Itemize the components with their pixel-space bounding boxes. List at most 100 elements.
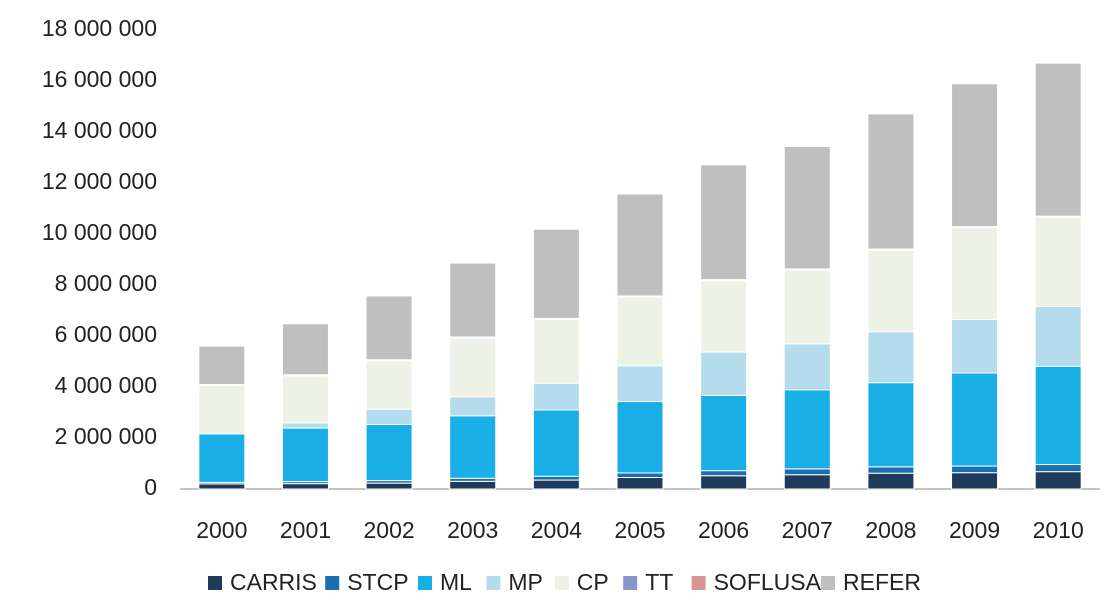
x-tick-label: 2002 — [364, 517, 415, 543]
bar-segment-stcp-2010 — [1034, 464, 1082, 473]
bar-segment-refer-2010 — [1034, 62, 1082, 217]
bar-segment-ml-2008 — [867, 382, 915, 468]
bar-segment-stcp-2005 — [616, 472, 664, 479]
legend-swatch-refer — [821, 576, 835, 590]
y-tick-label: 18 000 000 — [42, 15, 157, 41]
bar-segment-carris-2008 — [867, 472, 915, 490]
bar-segment-refer-2004 — [532, 228, 580, 319]
bar-segment-ml-2010 — [1034, 365, 1082, 466]
bar-segment-stcp-2006 — [700, 470, 748, 477]
bar-segment-cp-2003 — [449, 337, 497, 398]
y-tick-label: 4 000 000 — [55, 372, 157, 398]
bar-segment-ml-2007 — [783, 389, 831, 470]
bar-segment-cp-2009 — [951, 227, 999, 320]
bar-segment-carris-2005 — [616, 477, 664, 490]
legend-label-mp: MP — [508, 569, 543, 595]
bar-segment-refer-2000 — [198, 345, 246, 385]
bar-segment-mp-2008 — [867, 331, 915, 384]
bar-segment-cp-2008 — [867, 249, 915, 333]
bar-segment-refer-2007 — [783, 146, 831, 270]
bar-segment-mp-2005 — [616, 365, 664, 403]
legend-swatch-ml — [418, 576, 432, 590]
bar-segment-stcp-2008 — [867, 466, 915, 474]
bar-segment-cp-2010 — [1034, 216, 1082, 307]
bar-segment-carris-2002 — [365, 482, 413, 490]
x-tick-label: 2006 — [698, 517, 749, 543]
bar-segment-carris-2010 — [1034, 471, 1082, 490]
bar-segment-refer-2008 — [867, 113, 915, 250]
bar-segment-cp-2002 — [365, 360, 413, 410]
bar-segment-carris-2006 — [700, 475, 748, 490]
bar-segment-refer-2006 — [700, 164, 748, 281]
legend-label-stcp: STCP — [347, 569, 408, 595]
x-tick-label: 2009 — [949, 517, 1000, 543]
bar-segment-refer-2005 — [616, 193, 664, 297]
x-tick-label: 2007 — [782, 517, 833, 543]
bar-segment-cp-2000 — [198, 384, 246, 435]
bar-segment-mp-2004 — [532, 382, 580, 411]
legend-label-tt: TT — [645, 569, 673, 595]
bar-segment-carris-2003 — [449, 480, 497, 490]
bar-segment-carris-2001 — [281, 483, 329, 490]
x-tick-label: 2005 — [614, 517, 665, 543]
legend-swatch-mp — [486, 576, 501, 590]
legend-label-soflusa: SOFLUSA — [714, 569, 822, 595]
x-tick-label: 2004 — [531, 517, 582, 543]
legend-swatch-stcp — [325, 576, 340, 590]
bar-segment-mp-2002 — [365, 408, 413, 425]
legend-swatch-soflusa — [691, 576, 706, 590]
y-tick-label: 12 000 000 — [42, 168, 157, 194]
x-tick-label: 2003 — [447, 517, 498, 543]
legend-swatch-cp — [554, 576, 569, 590]
legend-label-cp: CP — [577, 569, 609, 595]
bar-segment-ml-2006 — [700, 394, 748, 472]
y-tick-label: 10 000 000 — [42, 219, 157, 245]
y-tick-label: 8 000 000 — [55, 270, 157, 296]
y-tick-label: 6 000 000 — [55, 321, 157, 347]
bar-segment-cp-2001 — [281, 375, 329, 424]
legend-swatch-carris — [208, 576, 222, 590]
bar-segment-ml-2004 — [532, 409, 580, 477]
bar-segment-carris-2007 — [783, 474, 831, 490]
x-tick-label: 2001 — [280, 517, 331, 543]
bar-segment-carris-2009 — [951, 472, 999, 490]
bar-segment-cp-2007 — [783, 269, 831, 345]
bar-segment-mp-2007 — [783, 343, 831, 391]
legend-label-refer: REFER — [843, 569, 921, 595]
y-tick-label: 0 — [144, 474, 157, 500]
bar-segment-mp-2009 — [951, 318, 999, 374]
bar-segment-carris-2000 — [198, 483, 246, 490]
x-tick-label: 2000 — [196, 517, 247, 543]
bar-segment-refer-2002 — [365, 295, 413, 361]
bar-segment-carris-2004 — [532, 479, 580, 490]
bar-segment-stcp-2004 — [532, 475, 580, 481]
bar-segment-ml-2005 — [616, 401, 664, 474]
bar-segment-stcp-2007 — [783, 468, 831, 476]
bar-segment-stcp-2009 — [951, 465, 999, 474]
y-tick-label: 2 000 000 — [55, 423, 157, 449]
bar-segment-ml-2000 — [198, 433, 246, 483]
bar-segment-refer-2009 — [951, 83, 999, 228]
bar-segment-mp-2003 — [449, 396, 497, 417]
bar-segment-ml-2003 — [449, 415, 497, 479]
x-tick-label: 2008 — [865, 517, 916, 543]
bar-segment-cp-2004 — [532, 318, 580, 384]
y-tick-label: 16 000 000 — [42, 66, 157, 92]
bar-segment-refer-2003 — [449, 262, 497, 338]
bar-segment-refer-2001 — [281, 323, 329, 376]
x-tick-label: 2010 — [1033, 517, 1084, 543]
legend-label-carris: CARRIS — [230, 569, 317, 595]
bar-segment-ml-2009 — [951, 372, 999, 467]
y-tick-label: 14 000 000 — [42, 117, 157, 143]
bar-segment-mp-2010 — [1034, 305, 1082, 367]
bar-segment-mp-2006 — [700, 351, 748, 396]
bar-segment-cp-2005 — [616, 296, 664, 367]
bar-segment-ml-2001 — [281, 427, 329, 483]
bar-segment-mp-2001 — [281, 422, 329, 429]
legend-label-ml: ML — [440, 569, 472, 595]
legend-swatch-tt — [623, 576, 638, 590]
bar-segment-ml-2002 — [365, 423, 413, 482]
bar-segment-cp-2006 — [700, 280, 748, 353]
